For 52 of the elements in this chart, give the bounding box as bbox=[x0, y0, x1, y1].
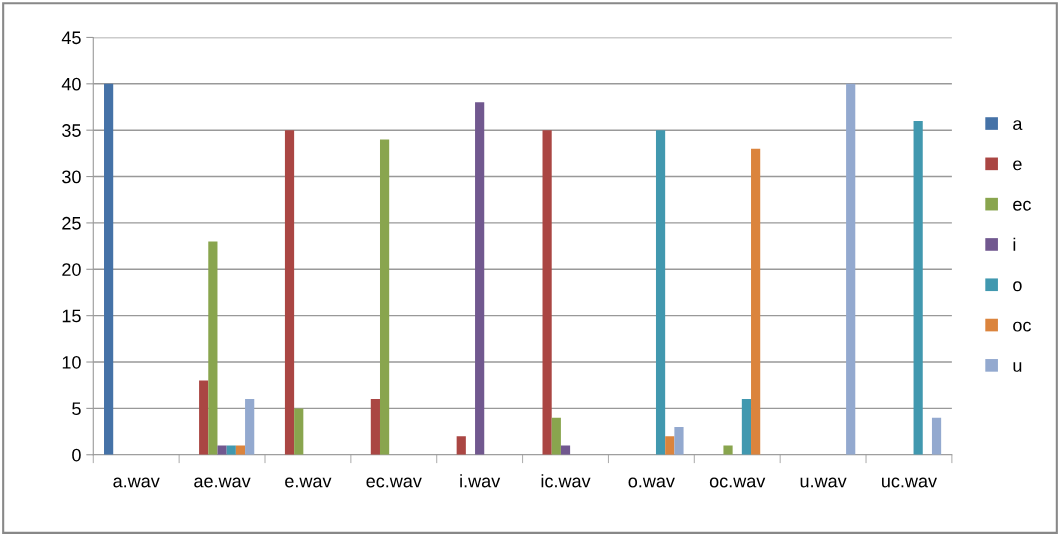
x-tick-label: oc.wav bbox=[709, 477, 766, 488]
y-tick-label: 25 bbox=[62, 216, 81, 230]
x-tick-label: o.wav bbox=[628, 477, 675, 488]
bar bbox=[104, 83, 114, 455]
y-tick-label: 15 bbox=[62, 309, 81, 323]
y-tick-label: 5 bbox=[72, 402, 81, 416]
bar bbox=[560, 445, 571, 455]
legend-label: e bbox=[1013, 160, 1022, 171]
bar bbox=[655, 130, 666, 455]
bar bbox=[456, 436, 466, 455]
x-tick-label: a.wav bbox=[113, 477, 160, 488]
bar bbox=[741, 399, 752, 455]
bar bbox=[208, 241, 218, 455]
x-tick-label: ic.wav bbox=[541, 474, 591, 488]
bar bbox=[284, 130, 295, 455]
x-tick-label: ec.wav bbox=[366, 477, 422, 488]
bar bbox=[294, 408, 304, 455]
x-tick-label: i.wav bbox=[460, 474, 501, 488]
bar bbox=[931, 417, 942, 455]
legend-label: o bbox=[1013, 281, 1022, 292]
legend-label: u bbox=[1013, 362, 1022, 372]
bar bbox=[751, 148, 761, 455]
y-tick-label: 0 bbox=[72, 448, 81, 462]
bar bbox=[245, 399, 255, 455]
x-tick-label: e.wav bbox=[285, 477, 332, 488]
x-tick-label: ae.wav bbox=[194, 477, 251, 488]
bar bbox=[665, 436, 675, 455]
bar bbox=[235, 445, 246, 455]
bar bbox=[199, 380, 209, 455]
bar bbox=[379, 139, 390, 455]
legend-label: a bbox=[1013, 120, 1023, 131]
y-tick-label: 10 bbox=[62, 355, 81, 369]
bar bbox=[846, 83, 856, 455]
bar bbox=[723, 445, 733, 455]
bar bbox=[370, 399, 380, 455]
x-tick-label: u.wav bbox=[800, 477, 847, 488]
bar bbox=[542, 130, 552, 455]
y-tick-label: 30 bbox=[62, 170, 81, 184]
bar bbox=[551, 417, 561, 455]
y-tick-label: 45 bbox=[61, 31, 81, 45]
legend-label: oc bbox=[1013, 321, 1031, 332]
bar bbox=[913, 120, 923, 455]
y-tick-label: 35 bbox=[62, 124, 81, 137]
x-tick-label: uc.wav bbox=[882, 477, 937, 488]
y-tick-label: 20 bbox=[62, 263, 81, 276]
bar bbox=[226, 445, 236, 455]
bar bbox=[217, 445, 227, 455]
bar bbox=[475, 102, 485, 455]
legend-label: i bbox=[1013, 237, 1016, 251]
bar bbox=[674, 426, 684, 455]
y-tick-label: 40 bbox=[61, 77, 81, 91]
legend-label: ec bbox=[1013, 200, 1031, 211]
